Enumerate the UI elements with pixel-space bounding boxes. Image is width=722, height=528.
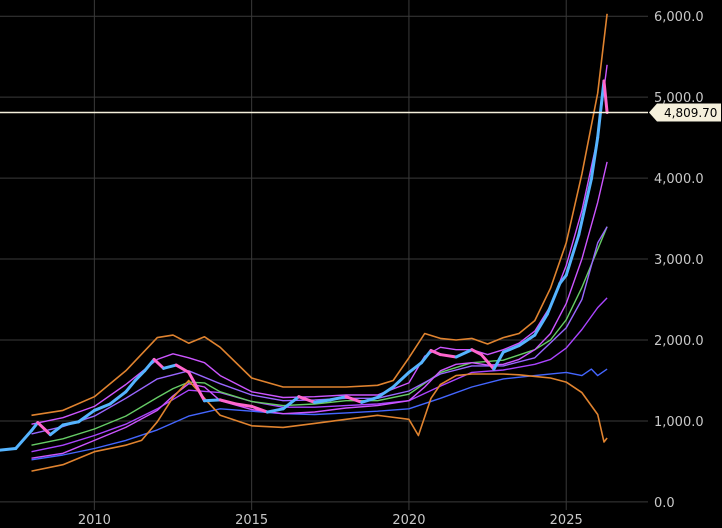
price-segment: [328, 395, 348, 402]
price-segment: [577, 177, 593, 237]
series-line-inner-upper: [31, 64, 608, 425]
price-segment: [265, 407, 285, 414]
price-segment: [391, 370, 411, 389]
price-segment: [187, 370, 206, 403]
price-segment: [29, 421, 40, 433]
price-segment: [162, 363, 178, 370]
price-segment: [234, 402, 254, 408]
x-tick-label: 2025: [550, 513, 583, 528]
price-segment: [533, 312, 549, 337]
price-segment: [92, 402, 112, 412]
price-segment: [517, 333, 537, 348]
y-tick-label: 5,000.0: [654, 91, 704, 106]
current-price-tag: [649, 103, 721, 122]
price-segment: [407, 361, 424, 374]
price-segment: [602, 79, 609, 115]
price-segment: [143, 357, 156, 373]
price-segment: [152, 357, 166, 370]
price-segment: [360, 395, 379, 404]
axis-labels: 0.0 1,000.0 2,000.0 3,000.0 4,000.0 5,000.0 6,…: [78, 10, 704, 528]
series-line-inner-lower: [31, 161, 608, 459]
price-segment: [61, 420, 81, 427]
price-segment: [429, 349, 442, 357]
price-segment: [0, 446, 18, 452]
series-line-long-ma: [31, 368, 608, 461]
price-segment: [77, 408, 96, 424]
y-tick-label: 3,000.0: [654, 253, 704, 268]
price-segment: [545, 281, 562, 316]
price-segment: [375, 385, 395, 399]
price-segment: [558, 273, 568, 285]
price-segment: [479, 353, 496, 371]
price-segment: [313, 398, 332, 404]
series-layer: [0, 13, 609, 472]
price-segment: [492, 350, 505, 371]
x-tick-label: 2020: [392, 513, 425, 528]
price-segment: [36, 421, 52, 437]
grid: [0, 0, 648, 510]
price-segment: [344, 395, 364, 404]
price-segment: [124, 378, 137, 394]
series-line-middle-ma: [31, 226, 608, 446]
series-line-mid-upper: [31, 226, 608, 435]
price-segment: [596, 79, 606, 140]
price-segment: [420, 349, 433, 365]
price-segment: [14, 429, 33, 450]
y-tick-label: 1,000.0: [654, 415, 704, 430]
price-segment: [250, 404, 269, 414]
price-segment: [108, 390, 128, 406]
price-segment: [438, 353, 458, 359]
price-segment: [48, 423, 65, 437]
y-tick-label: 2,000.0: [654, 334, 704, 349]
price-segment: [202, 398, 222, 403]
price-segment: [218, 398, 238, 406]
series-line-mid-lower: [31, 297, 608, 453]
price-segment: [589, 136, 600, 181]
y-tick-label: 4,000.0: [654, 172, 704, 187]
price-segment: [297, 395, 317, 404]
price-segment: [281, 395, 301, 411]
current-price-label: 4,809.70: [664, 106, 717, 120]
y-tick-label: 0.0: [654, 496, 675, 511]
current-price-layer: 4,809.70: [0, 103, 721, 122]
price-segment: [501, 344, 521, 354]
y-tick-label: 6,000.0: [654, 10, 704, 25]
series-line-outer-lower: [31, 373, 608, 472]
price-segment: [470, 348, 483, 357]
x-tick-label: 2010: [78, 513, 111, 528]
x-tick-label: 2015: [235, 513, 268, 528]
price-segment: [174, 363, 191, 374]
series-line-outer-upper: [31, 13, 608, 417]
price-segment: [454, 348, 474, 359]
price-segment: [133, 369, 147, 382]
price-segment: [564, 233, 581, 277]
